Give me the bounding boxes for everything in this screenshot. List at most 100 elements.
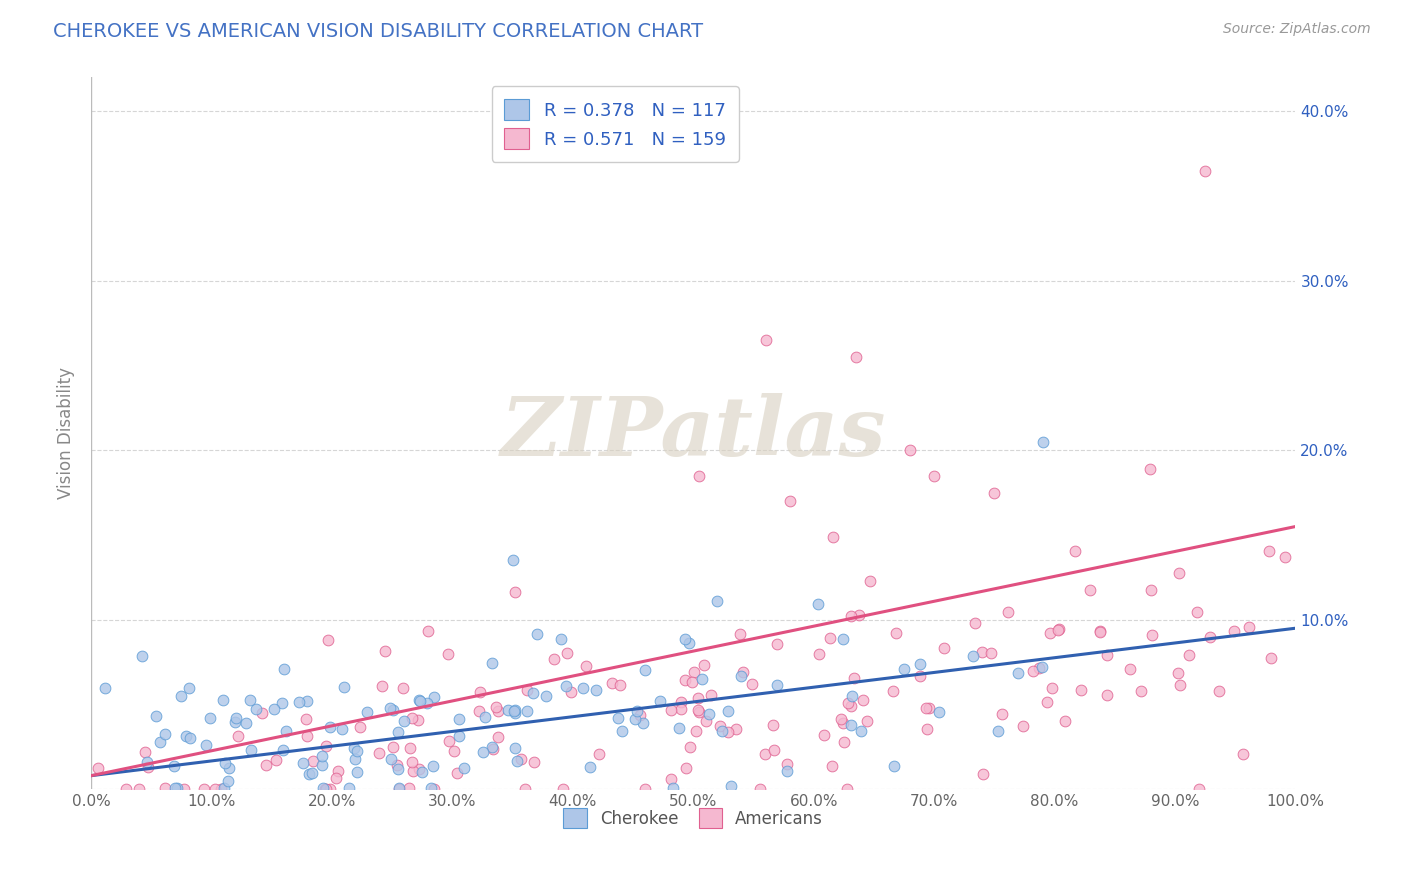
Point <box>965 616 987 631</box>
Point <box>1194 163 1216 178</box>
Point <box>682 674 704 689</box>
Point <box>610 723 633 738</box>
Point <box>600 676 623 690</box>
Point <box>634 782 657 797</box>
Point <box>193 782 215 797</box>
Point <box>315 739 337 753</box>
Point <box>1168 677 1191 691</box>
Point <box>626 704 648 718</box>
Point <box>163 780 186 795</box>
Point <box>1140 628 1163 642</box>
Point <box>555 646 578 660</box>
Point <box>575 659 598 673</box>
Point <box>226 729 249 743</box>
Point <box>382 703 405 717</box>
Point <box>1129 683 1152 698</box>
Point <box>851 724 873 739</box>
Point <box>368 747 391 761</box>
Point <box>301 765 323 780</box>
Point <box>695 714 717 728</box>
Point <box>844 671 866 685</box>
Point <box>314 782 336 797</box>
Point <box>496 702 519 716</box>
Point <box>411 764 433 779</box>
Point <box>690 672 713 686</box>
Point <box>481 742 503 756</box>
Point <box>337 780 360 795</box>
Point <box>962 648 984 663</box>
Point <box>209 782 232 797</box>
Point <box>699 688 721 702</box>
Point <box>578 760 600 774</box>
Point <box>776 764 799 778</box>
Point <box>779 494 801 508</box>
Point <box>330 722 353 736</box>
Point <box>153 727 176 741</box>
Point <box>401 755 423 769</box>
Point <box>661 780 683 795</box>
Point <box>481 656 503 670</box>
Point <box>837 696 859 710</box>
Point <box>273 663 295 677</box>
Point <box>114 782 136 797</box>
Point <box>1257 544 1279 558</box>
Point <box>166 780 188 795</box>
Point <box>806 597 828 611</box>
Point <box>416 624 439 638</box>
Point <box>1054 714 1077 729</box>
Point <box>710 723 733 738</box>
Point <box>918 700 941 714</box>
Point <box>1047 622 1070 636</box>
Point <box>408 762 430 776</box>
Point <box>709 719 731 733</box>
Point <box>1090 624 1112 638</box>
Point <box>94 681 117 695</box>
Text: CHEROKEE VS AMERICAN VISION DISABILITY CORRELATION CHART: CHEROKEE VS AMERICAN VISION DISABILITY C… <box>53 22 703 41</box>
Point <box>325 772 347 786</box>
Point <box>1185 605 1208 619</box>
Point <box>481 740 503 755</box>
Point <box>749 782 772 797</box>
Point <box>398 740 420 755</box>
Point <box>447 712 470 726</box>
Point <box>87 761 110 775</box>
Legend: Cherokee, Americans: Cherokee, Americans <box>557 802 830 834</box>
Point <box>373 644 395 658</box>
Point <box>845 350 868 364</box>
Point <box>1046 623 1069 637</box>
Point <box>1260 651 1282 665</box>
Point <box>634 663 657 677</box>
Point <box>675 761 697 775</box>
Point <box>516 705 538 719</box>
Point <box>250 706 273 720</box>
Point <box>387 763 409 777</box>
Point <box>884 626 907 640</box>
Point <box>486 704 509 718</box>
Point <box>922 468 945 483</box>
Point <box>628 707 651 722</box>
Point <box>522 686 544 700</box>
Point <box>1167 566 1189 581</box>
Point <box>301 754 323 768</box>
Point <box>688 705 710 719</box>
Point <box>271 743 294 757</box>
Point <box>218 760 240 774</box>
Point <box>841 689 863 703</box>
Point <box>631 715 654 730</box>
Point <box>673 673 696 687</box>
Point <box>239 743 262 757</box>
Point <box>914 701 936 715</box>
Point <box>437 647 460 661</box>
Point <box>1064 543 1087 558</box>
Point <box>669 695 692 709</box>
Point <box>392 681 415 695</box>
Point <box>659 703 682 717</box>
Point <box>763 743 786 757</box>
Point <box>534 689 557 703</box>
Point <box>319 720 342 734</box>
Point <box>766 678 789 692</box>
Point <box>543 652 565 666</box>
Point <box>173 782 195 797</box>
Point <box>212 692 235 706</box>
Point <box>134 745 156 759</box>
